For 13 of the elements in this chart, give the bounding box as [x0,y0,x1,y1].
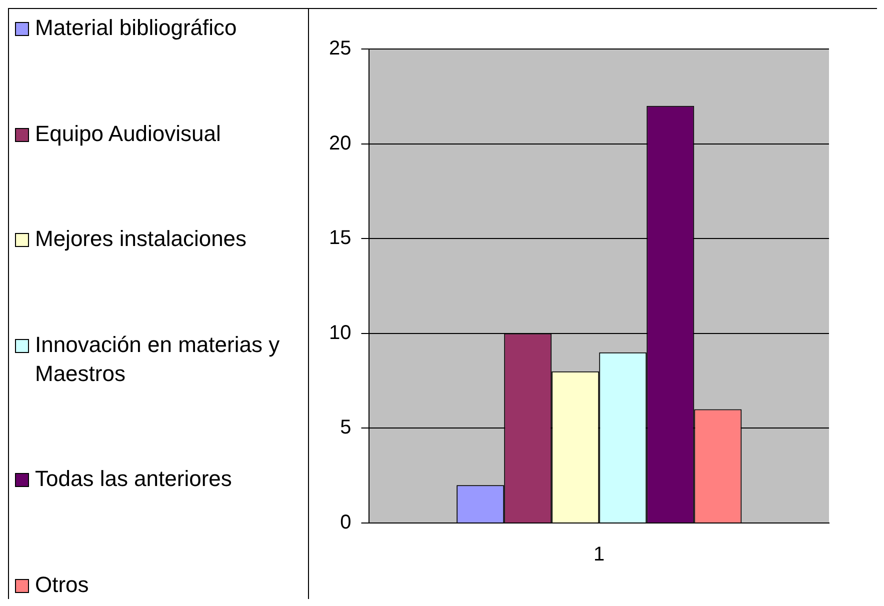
y-tick-label: 5 [340,416,352,439]
y-tick-label: 0 [340,512,352,534]
y-tick-label: 25 [328,38,352,60]
legend-label: Otros [35,570,89,599]
y-tick-label: 15 [328,227,352,250]
legend-label: Mejores instalaciones [35,225,247,254]
legend-label: Equipo Audiovisual [35,120,221,148]
legend-label: Innovación en materias y Maestros [35,330,281,388]
y-tick-label: 20 [328,132,352,154]
x-tick-label: 1 [594,544,605,566]
legend-label: Material bibliográfico [35,14,237,42]
y-tick-label: 10 [328,322,352,344]
legend-label: Todas las anteriores [35,465,232,494]
